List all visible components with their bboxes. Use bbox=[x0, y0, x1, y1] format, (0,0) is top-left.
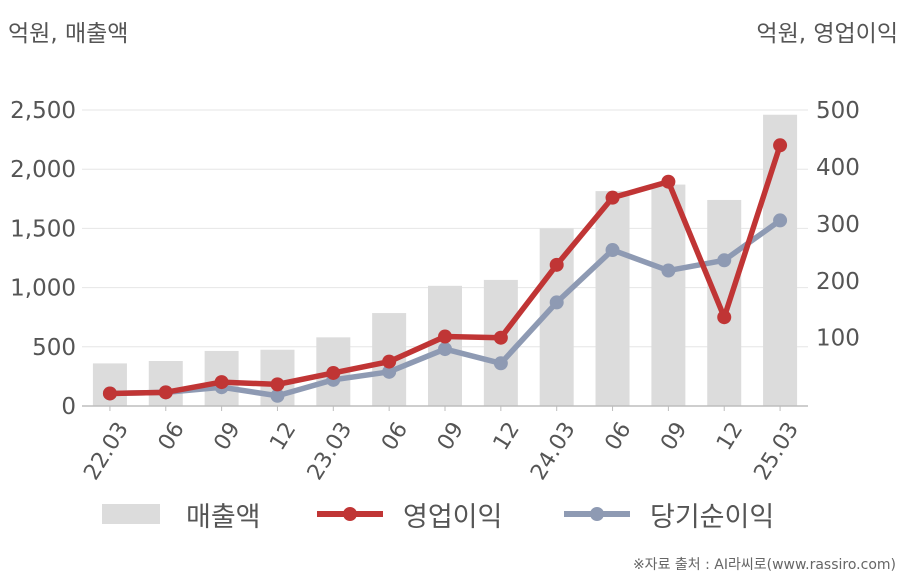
x-tick-label: 24.03 bbox=[526, 418, 581, 485]
left-axis-unit: 억원, 매출액 bbox=[8, 21, 129, 47]
legend-line-swatch-blue bbox=[564, 507, 630, 521]
source-note: ※자료 출처 : AI라씨로(www.rassiro.com) bbox=[632, 557, 896, 573]
series-point bbox=[438, 329, 452, 344]
x-tick-label: 12 bbox=[712, 418, 748, 455]
series-point bbox=[549, 257, 564, 272]
series-point bbox=[158, 385, 173, 400]
legend-item-operating-profit: 영업이익 bbox=[317, 492, 502, 536]
legend: 매출액 영업이익 당기순이익 bbox=[0, 492, 908, 536]
bar bbox=[595, 191, 630, 406]
x-tick-label: 09 bbox=[433, 418, 469, 455]
series-point bbox=[717, 253, 732, 268]
bar bbox=[763, 114, 798, 407]
series-point bbox=[717, 310, 732, 325]
legend-bar-swatch bbox=[102, 504, 160, 524]
series-point bbox=[773, 213, 788, 228]
legend-line-swatch-red bbox=[317, 507, 383, 521]
bar bbox=[707, 199, 742, 406]
series-point bbox=[549, 295, 564, 310]
left-tick-label: 500 bbox=[32, 335, 76, 361]
series-point bbox=[605, 190, 620, 205]
series-point bbox=[214, 375, 229, 390]
left-tick-label: 2,000 bbox=[10, 157, 76, 183]
series-point bbox=[382, 364, 397, 379]
x-tick-label: 12 bbox=[489, 418, 525, 455]
series-point bbox=[270, 377, 285, 392]
bar bbox=[651, 184, 686, 406]
x-tick-label: 23.03 bbox=[303, 418, 358, 485]
x-tick-label: 22.03 bbox=[79, 418, 134, 485]
legend-label-revenue: 매출액 bbox=[186, 501, 261, 533]
series-point bbox=[438, 342, 452, 357]
series-point bbox=[326, 365, 341, 380]
x-tick-label: 06 bbox=[154, 418, 190, 455]
x-tick-label: 06 bbox=[377, 418, 413, 455]
right-tick-label: 100 bbox=[816, 326, 860, 352]
left-tick-label: 1,500 bbox=[10, 216, 76, 242]
series-point bbox=[661, 174, 676, 189]
right-tick-label: 200 bbox=[816, 269, 860, 295]
legend-label-operating-profit: 영업이익 bbox=[403, 501, 503, 533]
left-tick-label: 0 bbox=[61, 394, 76, 420]
series-point bbox=[773, 138, 788, 153]
x-tick-label: 12 bbox=[265, 418, 301, 455]
right-axis-unit: 억원, 영업이익 bbox=[756, 21, 898, 47]
series-point bbox=[102, 386, 117, 401]
x-tick-label: 09 bbox=[210, 418, 246, 455]
x-tick-label: 06 bbox=[600, 418, 636, 455]
x-tick-label: 09 bbox=[656, 418, 692, 455]
legend-item-revenue: 매출액 bbox=[102, 492, 261, 536]
right-tick-label: 300 bbox=[816, 212, 860, 238]
right-tick-label: 400 bbox=[816, 155, 860, 181]
series-point bbox=[605, 243, 620, 258]
series-point bbox=[270, 388, 285, 403]
right-tick-label: 500 bbox=[816, 98, 860, 124]
legend-item-net-income: 당기순이익 bbox=[564, 492, 774, 536]
series-point bbox=[661, 263, 676, 278]
legend-label-net-income: 당기순이익 bbox=[650, 501, 775, 533]
series-point bbox=[493, 330, 508, 345]
series-point bbox=[493, 356, 508, 371]
series-point bbox=[382, 354, 397, 369]
x-tick-label: 25.03 bbox=[749, 418, 804, 485]
left-tick-label: 1,000 bbox=[10, 276, 76, 302]
left-tick-label: 2,500 bbox=[10, 98, 76, 124]
